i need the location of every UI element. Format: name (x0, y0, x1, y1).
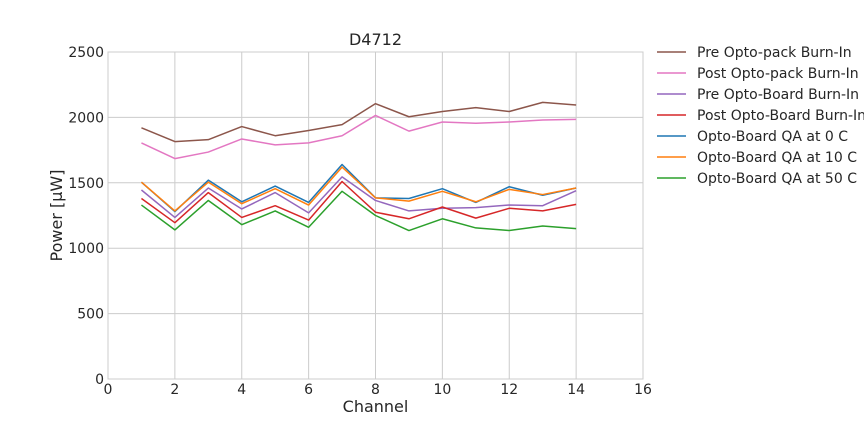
series-line-4 (140, 163, 577, 213)
legend-label-4: Opto-Board QA at 0 C (697, 129, 848, 145)
y-tick-label: 1000 (68, 241, 104, 257)
x-tick-label: 8 (371, 382, 380, 398)
x-tick-label: 6 (304, 382, 313, 398)
y-tick-label: 0 (95, 372, 104, 388)
legend-label-1: Post Opto-pack Burn-In (697, 66, 859, 82)
x-tick-label: 0 (104, 382, 113, 398)
x-tick-label: 10 (433, 382, 451, 398)
x-tick-label: 4 (237, 382, 246, 398)
legend-label-2: Pre Opto-Board Burn-In (697, 87, 859, 103)
y-tick-label: 2500 (68, 45, 104, 61)
x-axis-label: Channel (343, 397, 409, 416)
series-line-5 (140, 166, 577, 212)
x-tick-label: 16 (634, 382, 652, 398)
y-axis-ticks: 0 500 1000 1500 2000 2500 (68, 45, 104, 388)
series-lines (140, 101, 577, 232)
plot-frame (107, 51, 644, 380)
x-tick-label: 2 (170, 382, 179, 398)
x-tick-label: 14 (567, 382, 585, 398)
series-line-2 (140, 176, 577, 219)
legend: Pre Opto-pack Burn-In Post Opto-pack Burn… (657, 45, 864, 187)
series-line-3 (141, 180, 577, 224)
x-axis-ticks: 0 2 4 6 8 10 12 14 16 (104, 382, 652, 398)
series-line-0 (141, 101, 577, 143)
y-axis-label: Power [μW] (47, 170, 66, 262)
legend-label-6: Opto-Board QA at 50 C (697, 171, 857, 187)
y-tick-label: 2000 (68, 110, 104, 126)
legend-label-3: Post Opto-Board Burn-In (697, 108, 864, 124)
legend-label-5: Opto-Board QA at 10 C (697, 150, 857, 166)
y-tick-label: 1500 (68, 176, 104, 192)
x-tick-label: 12 (500, 382, 518, 398)
legend-label-0: Pre Opto-pack Burn-In (697, 45, 852, 61)
series-line-1 (141, 114, 577, 160)
chart-title: D4712 (349, 30, 402, 49)
series-line-6 (140, 190, 577, 232)
y-tick-label: 500 (77, 307, 104, 323)
